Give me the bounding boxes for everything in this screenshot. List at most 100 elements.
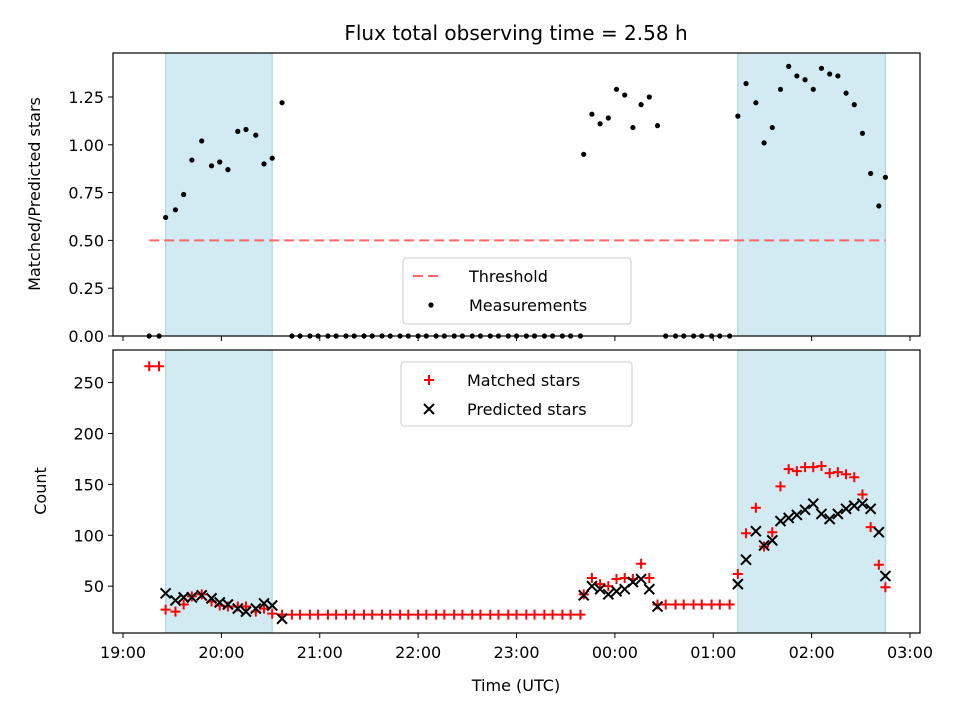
matched-star-point: [696, 599, 707, 610]
matched-star-point: [457, 609, 468, 620]
matched-star-point: [873, 559, 884, 570]
measurement-point: [217, 159, 223, 165]
matched-star-point: [832, 467, 843, 478]
predicted-star-point: [250, 602, 262, 615]
legend-box: [400, 361, 633, 427]
predicted-star-point: [276, 613, 288, 625]
predicted-star-point: [823, 513, 836, 525]
matched-star-point: [660, 599, 671, 610]
measurement-point: [199, 138, 205, 144]
predicted-star-point: [240, 605, 252, 618]
measurement-point: [769, 124, 775, 131]
measurement-point: [654, 123, 661, 129]
top-y-axis: 0.00 0.25 0.50 0.75 1.00 1.25: [68, 88, 113, 346]
top-shaded-intervals: [165, 53, 887, 336]
predicted-star-point: [627, 576, 639, 588]
matched-star-point: [267, 608, 278, 619]
predicted-star-point: [651, 600, 664, 613]
matched-star-point: [511, 609, 522, 620]
predicted-star-point: [602, 588, 615, 601]
y-tick-label: 1.00: [68, 136, 104, 155]
predicted-star-point: [791, 509, 803, 521]
matched-star-point: [644, 573, 655, 584]
measurement-point: [605, 115, 611, 121]
matched-star-point: [595, 579, 606, 590]
predicted-star-point: [635, 573, 647, 585]
legend-label: Predicted stars: [467, 400, 587, 419]
predicted-star-point: [766, 534, 778, 547]
matched-star-point: [767, 527, 778, 538]
measurement-point: [225, 167, 231, 173]
legend-matched-swatch: [424, 375, 434, 385]
matched-star-point: [565, 609, 576, 620]
matched-star-point: [349, 609, 360, 620]
matched-star-point: [160, 604, 171, 615]
matched-star-point: [724, 599, 735, 610]
predicted-star-point: [782, 512, 795, 524]
y-tick-label: 0.00: [68, 327, 104, 346]
measurement-point: [243, 126, 249, 133]
x-tick-label: 23:00: [493, 643, 539, 662]
y-tick-label: 150: [73, 475, 104, 494]
predicted-star-point: [232, 602, 244, 615]
matched-star-point: [824, 468, 835, 479]
matched-star-point: [313, 609, 324, 620]
legend-predicted-swatch: [423, 403, 435, 415]
predicted-star-point: [586, 580, 598, 592]
matched-star-point: [880, 582, 891, 593]
matched-star-point: [170, 606, 181, 617]
matched-star-point: [816, 461, 827, 472]
matched-star-point: [493, 609, 504, 620]
bottom-shaded-intervals: [165, 350, 887, 633]
predicted-star-point: [740, 553, 752, 566]
matched-star-point: [403, 609, 414, 620]
chart-title: Flux total observing time = 2.58 h: [344, 21, 687, 45]
matched-star-point: [808, 462, 819, 473]
legend-box: [402, 257, 632, 325]
measurement-point: [235, 128, 241, 134]
predicted-star-point: [159, 587, 172, 600]
measurement-point: [638, 102, 644, 108]
predicted-star-point: [195, 589, 208, 602]
matched-star-point: [240, 601, 251, 612]
predicted-star-point: [774, 515, 787, 527]
matched-star-point: [783, 464, 794, 475]
predicted-star-point: [807, 498, 819, 510]
predicted-star-point: [578, 589, 590, 602]
measurement-point: [581, 151, 587, 157]
top-legend: Threshold Measurements: [402, 257, 632, 325]
y-tick-label: 0.50: [68, 231, 104, 250]
measurement-point: [261, 161, 267, 167]
x-tick-label: 03:00: [887, 643, 933, 662]
measurement-point: [794, 73, 800, 79]
matched-star-point: [636, 558, 647, 569]
matched-star-point: [529, 609, 540, 620]
measurement-point: [777, 86, 784, 92]
measurement-point: [646, 94, 652, 100]
measurement-point: [843, 90, 849, 96]
matched-star-point: [367, 609, 378, 620]
bottom-x-axis: 19:00 20:00 21:00 22:00 23:00 00:00 01:00 02:00…: [100, 633, 933, 662]
measurement-point: [753, 100, 759, 106]
x-tick-label: 19:00: [100, 643, 146, 662]
predicted-star-point: [266, 599, 278, 612]
predicted-star-point: [840, 503, 852, 515]
measurement-point: [208, 163, 215, 169]
predicted-star-point: [750, 525, 762, 537]
shaded-interval: [165, 350, 273, 633]
matched-star-point: [144, 361, 155, 372]
predicted-star-point: [222, 598, 234, 611]
predicted-star-point: [848, 500, 860, 512]
predicted-star-point: [864, 503, 877, 515]
predicted-star-point: [873, 526, 885, 538]
bottom-legend: Matched stars Predicted stars: [400, 361, 633, 427]
predicted-star-point: [832, 508, 844, 520]
x-tick-label: 02:00: [789, 643, 835, 662]
predicted-star-point: [177, 591, 190, 604]
predicted-star-point: [610, 585, 623, 597]
measurement-point: [827, 71, 833, 77]
measurement-point: [868, 170, 874, 177]
matched-star-point: [154, 361, 165, 372]
matched-star-point: [259, 603, 270, 614]
x-tick-label: 22:00: [395, 643, 441, 662]
